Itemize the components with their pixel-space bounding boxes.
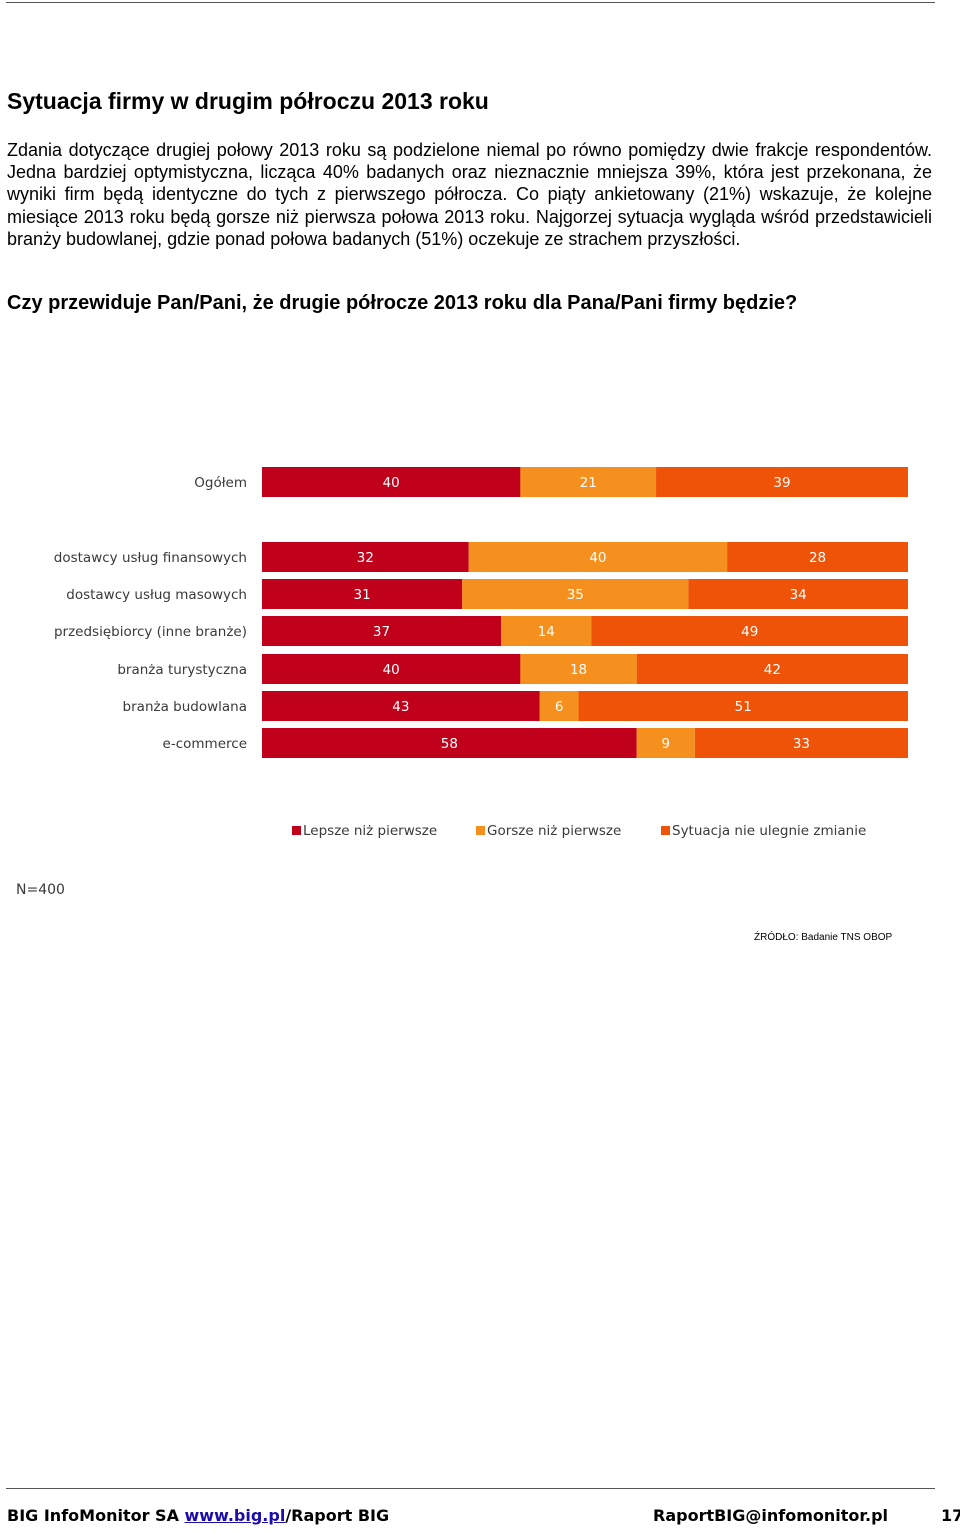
footer-company-name: BIG InfoMonitor SA <box>7 1506 185 1525</box>
bar-segment <box>727 542 908 572</box>
data-label: 35 <box>567 587 584 603</box>
bar-segment <box>578 691 908 721</box>
bar-segment <box>262 691 540 721</box>
bar-segment <box>694 728 908 758</box>
bar-segment <box>262 616 502 646</box>
data-label: 31 <box>354 587 371 603</box>
data-label: 39 <box>773 475 790 491</box>
bar-segment <box>262 579 463 609</box>
data-label: 40 <box>383 475 400 491</box>
footer-report-name: /Raport BIG <box>285 1506 390 1525</box>
footer-website-link[interactable]: www.big.pl <box>184 1506 286 1525</box>
footer-company: BIG InfoMonitor SA www.big.pl/Raport BIG <box>7 1506 389 1525</box>
bar-segment <box>656 467 908 497</box>
category-label: branża turystyczna <box>117 662 247 678</box>
legend-label: Sytuacja nie ulegnie zmianie <box>672 823 866 839</box>
data-label: 58 <box>441 736 458 752</box>
bar-segment <box>636 728 695 758</box>
data-label: 33 <box>793 736 810 752</box>
data-label: 51 <box>735 699 752 715</box>
data-label: 6 <box>555 699 564 715</box>
bar-segment <box>520 654 637 684</box>
data-label: 49 <box>741 624 758 640</box>
data-label: 37 <box>373 624 390 640</box>
category-label: branża budowlana <box>123 699 247 715</box>
category-label: przedsiębiorcy (inne branże) <box>54 624 247 640</box>
data-label: 34 <box>790 587 807 603</box>
bar-segment <box>262 542 469 572</box>
footer: BIG InfoMonitor SA www.big.pl/Raport BIG… <box>7 1506 960 1530</box>
stacked-bar-chart: Ogółem 40 21 39 dostawcy usług finansowych 32… <box>54 467 908 839</box>
data-label: 14 <box>538 624 555 640</box>
bar-segment <box>539 691 579 721</box>
category-label: e-commerce <box>163 736 247 752</box>
legend-label: Gorsze niż pierwsze <box>487 823 621 839</box>
bar-segment <box>262 654 521 684</box>
source-note: ŹRÓDŁO: Badanie TNS OBOP <box>754 932 893 943</box>
bar-segment <box>688 579 908 609</box>
legend-swatch <box>661 826 670 835</box>
survey-question: Czy przewiduje Pan/Pani, że drugie półro… <box>7 292 798 314</box>
data-label: 40 <box>589 550 606 566</box>
page-number: 17 <box>941 1506 960 1525</box>
legend-label: Lepsze niż pierwsze <box>303 823 437 839</box>
data-label: 9 <box>661 736 670 752</box>
data-label: 32 <box>357 550 374 566</box>
footer-email: RaportBIG@infomonitor.pl <box>653 1506 889 1525</box>
data-label: 18 <box>570 662 587 678</box>
bar-segment <box>501 616 592 646</box>
bar-segment <box>520 467 657 497</box>
data-label: 21 <box>580 475 597 491</box>
data-label: 42 <box>764 662 781 678</box>
top-rule <box>6 2 935 3</box>
bar-segment <box>262 467 521 497</box>
bar-segment <box>636 654 908 684</box>
page-title: Sytuacja firmy w drugim półroczu 2013 ro… <box>7 88 489 114</box>
footer-rule <box>6 1488 935 1489</box>
data-label: 43 <box>392 699 409 715</box>
category-label: Ogółem <box>194 475 247 491</box>
bar-segment <box>262 728 637 758</box>
data-label: 28 <box>809 550 826 566</box>
bar-segment <box>591 616 908 646</box>
legend-swatch <box>292 826 301 835</box>
bar-segment <box>468 542 728 572</box>
intro-paragraph: Zdania dotyczące drugiej połowy 2013 rok… <box>7 140 932 249</box>
sample-size-note: N=400 <box>16 882 65 898</box>
bar-segment <box>462 579 689 609</box>
category-label: dostawcy usług finansowych <box>54 550 247 566</box>
data-label: 40 <box>383 662 400 678</box>
category-label: dostawcy usług masowych <box>66 587 247 603</box>
legend-swatch <box>476 826 485 835</box>
